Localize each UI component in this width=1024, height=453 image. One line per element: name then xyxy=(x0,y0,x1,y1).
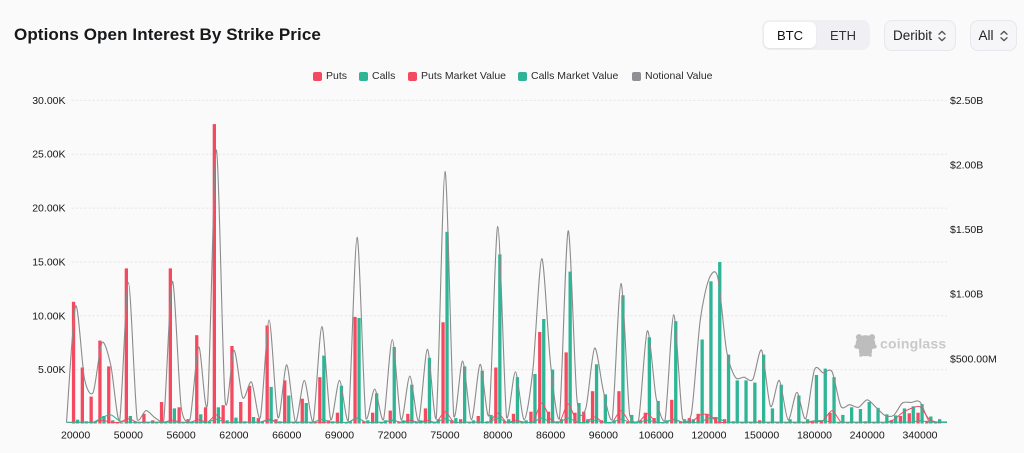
svg-text:106000: 106000 xyxy=(639,430,674,442)
svg-text:$1.50B: $1.50B xyxy=(950,224,983,236)
svg-text:66000: 66000 xyxy=(272,430,301,442)
svg-text:10.00K: 10.00K xyxy=(32,310,65,322)
svg-text:coinglass: coinglass xyxy=(880,336,946,352)
svg-text:$2.50B: $2.50B xyxy=(950,95,983,107)
svg-text:69000: 69000 xyxy=(325,430,354,442)
svg-text:80000: 80000 xyxy=(483,430,512,442)
svg-text:$500.00M: $500.00M xyxy=(950,353,997,365)
svg-text:72000: 72000 xyxy=(378,430,407,442)
svg-text:340000: 340000 xyxy=(902,430,937,442)
svg-text:20000: 20000 xyxy=(61,430,90,442)
svg-text:15.00K: 15.00K xyxy=(32,257,65,269)
svg-text:120000: 120000 xyxy=(691,430,726,442)
svg-text:$1.00B: $1.00B xyxy=(950,289,983,301)
svg-text:50000: 50000 xyxy=(114,430,143,442)
svg-text:240000: 240000 xyxy=(850,430,885,442)
svg-text:96000: 96000 xyxy=(589,430,618,442)
svg-text:20.00K: 20.00K xyxy=(32,203,65,215)
svg-text:5.00K: 5.00K xyxy=(38,364,65,376)
svg-text:56000: 56000 xyxy=(166,430,195,442)
svg-text:25.00K: 25.00K xyxy=(32,149,65,161)
svg-text:62000: 62000 xyxy=(219,430,248,442)
svg-text:75000: 75000 xyxy=(430,430,459,442)
svg-text:86000: 86000 xyxy=(536,430,565,442)
svg-text:$2.00B: $2.00B xyxy=(950,160,983,172)
svg-text:30.00K: 30.00K xyxy=(32,95,65,107)
svg-text:180000: 180000 xyxy=(797,430,832,442)
svg-text:150000: 150000 xyxy=(744,430,779,442)
